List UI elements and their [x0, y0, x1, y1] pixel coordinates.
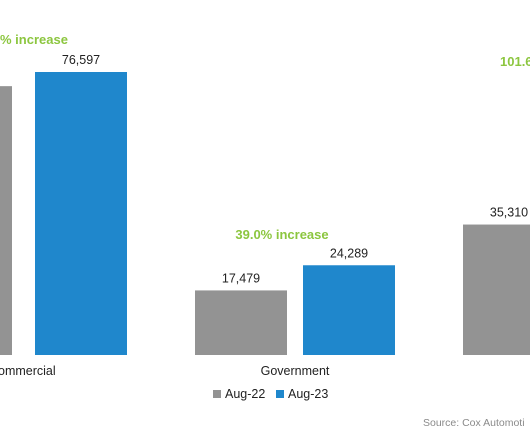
category-label-government: Government: [261, 364, 330, 378]
data-label-aug-23-0: 76,597: [62, 53, 100, 67]
data-label-aug-23-1: 24,289: [330, 246, 368, 260]
bar-aug-23-government: [303, 265, 395, 355]
data-label-aug-22-1: 17,479: [222, 271, 260, 285]
annotation-commercial: % increase: [0, 32, 68, 47]
data-labels-group: 17,479 35,310 76,597 24,289: [62, 53, 528, 285]
bar-aug-22-ommercial: [0, 86, 12, 356]
annotation-third-category: 101.6: [500, 54, 530, 69]
legend: Aug-22 Aug-23: [213, 387, 328, 401]
bars-group: [0, 72, 530, 356]
source-note: Source: Cox Automoti: [423, 417, 525, 429]
legend-swatch-aug-23: [276, 390, 284, 398]
legend-label-aug-22: Aug-22: [225, 387, 265, 401]
legend-swatch-aug-22: [213, 390, 221, 398]
bar-aug-23-ommercial: [35, 72, 127, 355]
data-label-aug-22-2: 35,310: [490, 206, 528, 220]
bar-aug-22-cat2: [463, 224, 530, 355]
category-label-commercial: ommercial: [0, 364, 56, 378]
bar-aug-22-government: [195, 290, 287, 355]
annotation-government: 39.0% increase: [235, 227, 328, 242]
legend-label-aug-23: Aug-23: [288, 387, 328, 401]
